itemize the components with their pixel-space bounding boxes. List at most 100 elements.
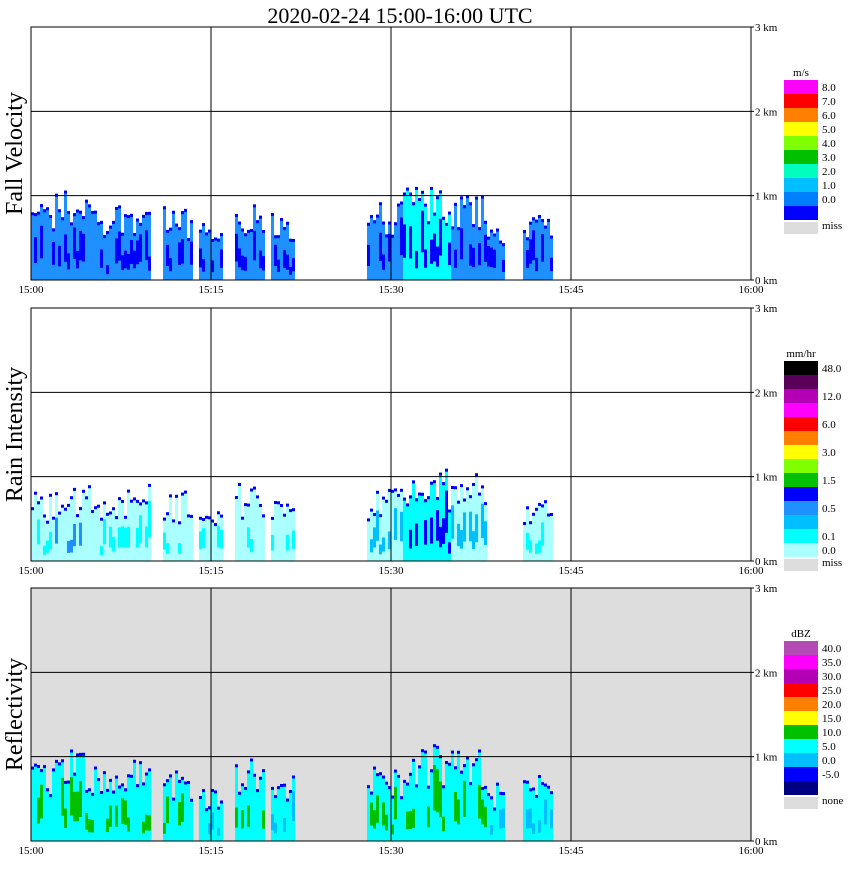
y-tick-label: 3 km [755, 583, 778, 595]
echo-column [445, 222, 448, 280]
echo-edge [277, 786, 280, 790]
legend-label: 10.0 [822, 727, 842, 739]
echo-core [253, 230, 256, 261]
echo-core [424, 249, 427, 268]
echo-edge [79, 752, 82, 756]
echo-edge [376, 773, 379, 777]
echo-core [541, 234, 544, 262]
echo-core [250, 539, 253, 553]
echo-core [526, 250, 529, 268]
echo-core [202, 528, 205, 548]
echo-column [244, 233, 247, 280]
echo-edge [412, 480, 415, 484]
legend-swatch [784, 403, 818, 417]
legend-swatch [784, 445, 818, 459]
echo-column [91, 792, 94, 841]
echo-edge [400, 488, 403, 492]
echo-core [145, 230, 148, 261]
echo-column [106, 231, 109, 280]
echo-edge [70, 496, 73, 500]
echo-column [202, 223, 205, 280]
echo-column [460, 770, 463, 841]
echo-edge [277, 235, 280, 239]
echo-edge [214, 237, 217, 241]
echo-column [184, 781, 187, 841]
echo-column [379, 514, 382, 561]
echo-core [40, 784, 43, 819]
echo-column [94, 210, 97, 280]
echo-edge [241, 228, 244, 232]
echo-edge [145, 772, 148, 776]
echo-core [274, 822, 277, 834]
echo-edge [175, 223, 178, 227]
echo-column [205, 808, 208, 841]
echo-core [472, 531, 475, 550]
echo-edge [466, 195, 469, 199]
legend-label: 0.0 [822, 545, 836, 557]
echo-column [493, 807, 496, 841]
echo-edge [256, 789, 259, 793]
echo-edge [463, 764, 466, 768]
echo-edge [442, 216, 445, 220]
echo-column [445, 761, 448, 841]
echo-edge [40, 204, 43, 208]
echo-edge [475, 196, 478, 200]
echo-column [259, 504, 262, 561]
echo-edge [412, 758, 415, 762]
echo-column [274, 501, 277, 561]
echo-edge [133, 233, 136, 237]
echo-column [97, 222, 100, 280]
echo-edge [205, 232, 208, 236]
echo-core [529, 808, 532, 829]
echo-edge [118, 785, 121, 789]
echo-core [124, 250, 127, 269]
y-tick-label: 2 km [755, 667, 778, 679]
echo-core [82, 233, 85, 262]
echo-edge [391, 795, 394, 799]
echo-edge [427, 496, 430, 500]
echo-column [277, 501, 280, 561]
echo-core [412, 808, 415, 829]
echo-edge [403, 192, 406, 196]
echo-edge [238, 221, 241, 225]
echo-edge [202, 518, 205, 521]
echo-edge [61, 504, 64, 508]
echo-edge [391, 234, 394, 238]
echo-column [403, 497, 406, 561]
echo-column [385, 781, 388, 841]
echo-column [100, 791, 103, 841]
echo-edge [451, 226, 454, 230]
echo-column [415, 784, 418, 841]
echo-column [91, 510, 94, 561]
echo-edge [205, 808, 208, 812]
echo-core [400, 217, 403, 256]
echo-column [142, 499, 145, 561]
echo-core [79, 522, 82, 546]
echo-edge [40, 769, 43, 773]
echo-edge [247, 229, 250, 233]
echo-core [430, 239, 433, 264]
y-axis-label: Reflectivity [2, 658, 28, 771]
echo-column [235, 496, 238, 561]
echo-core [388, 233, 391, 262]
echo-edge [523, 230, 526, 234]
echo-column [103, 235, 106, 280]
echo-edge [490, 796, 493, 800]
legend-label: 2.0 [822, 166, 836, 178]
echo-edge [394, 222, 397, 226]
echo-column [61, 217, 64, 280]
echo-edge [64, 780, 67, 784]
panel-reflectivity: 15:00 15:15 15:30 15:45 16:000 km 1 km 2 km 3 k… [2, 583, 844, 857]
echo-column [181, 492, 184, 561]
echo-column [106, 788, 109, 841]
echo-edge [49, 794, 52, 798]
echo-edge [376, 214, 379, 218]
echo-column [214, 523, 217, 561]
echo-edge [538, 775, 541, 778]
echo-edge [469, 782, 472, 786]
echo-column [532, 787, 535, 841]
echo-core [439, 781, 442, 818]
echo-core [262, 810, 265, 829]
echo-column [535, 219, 538, 280]
echo-edge [148, 211, 151, 215]
